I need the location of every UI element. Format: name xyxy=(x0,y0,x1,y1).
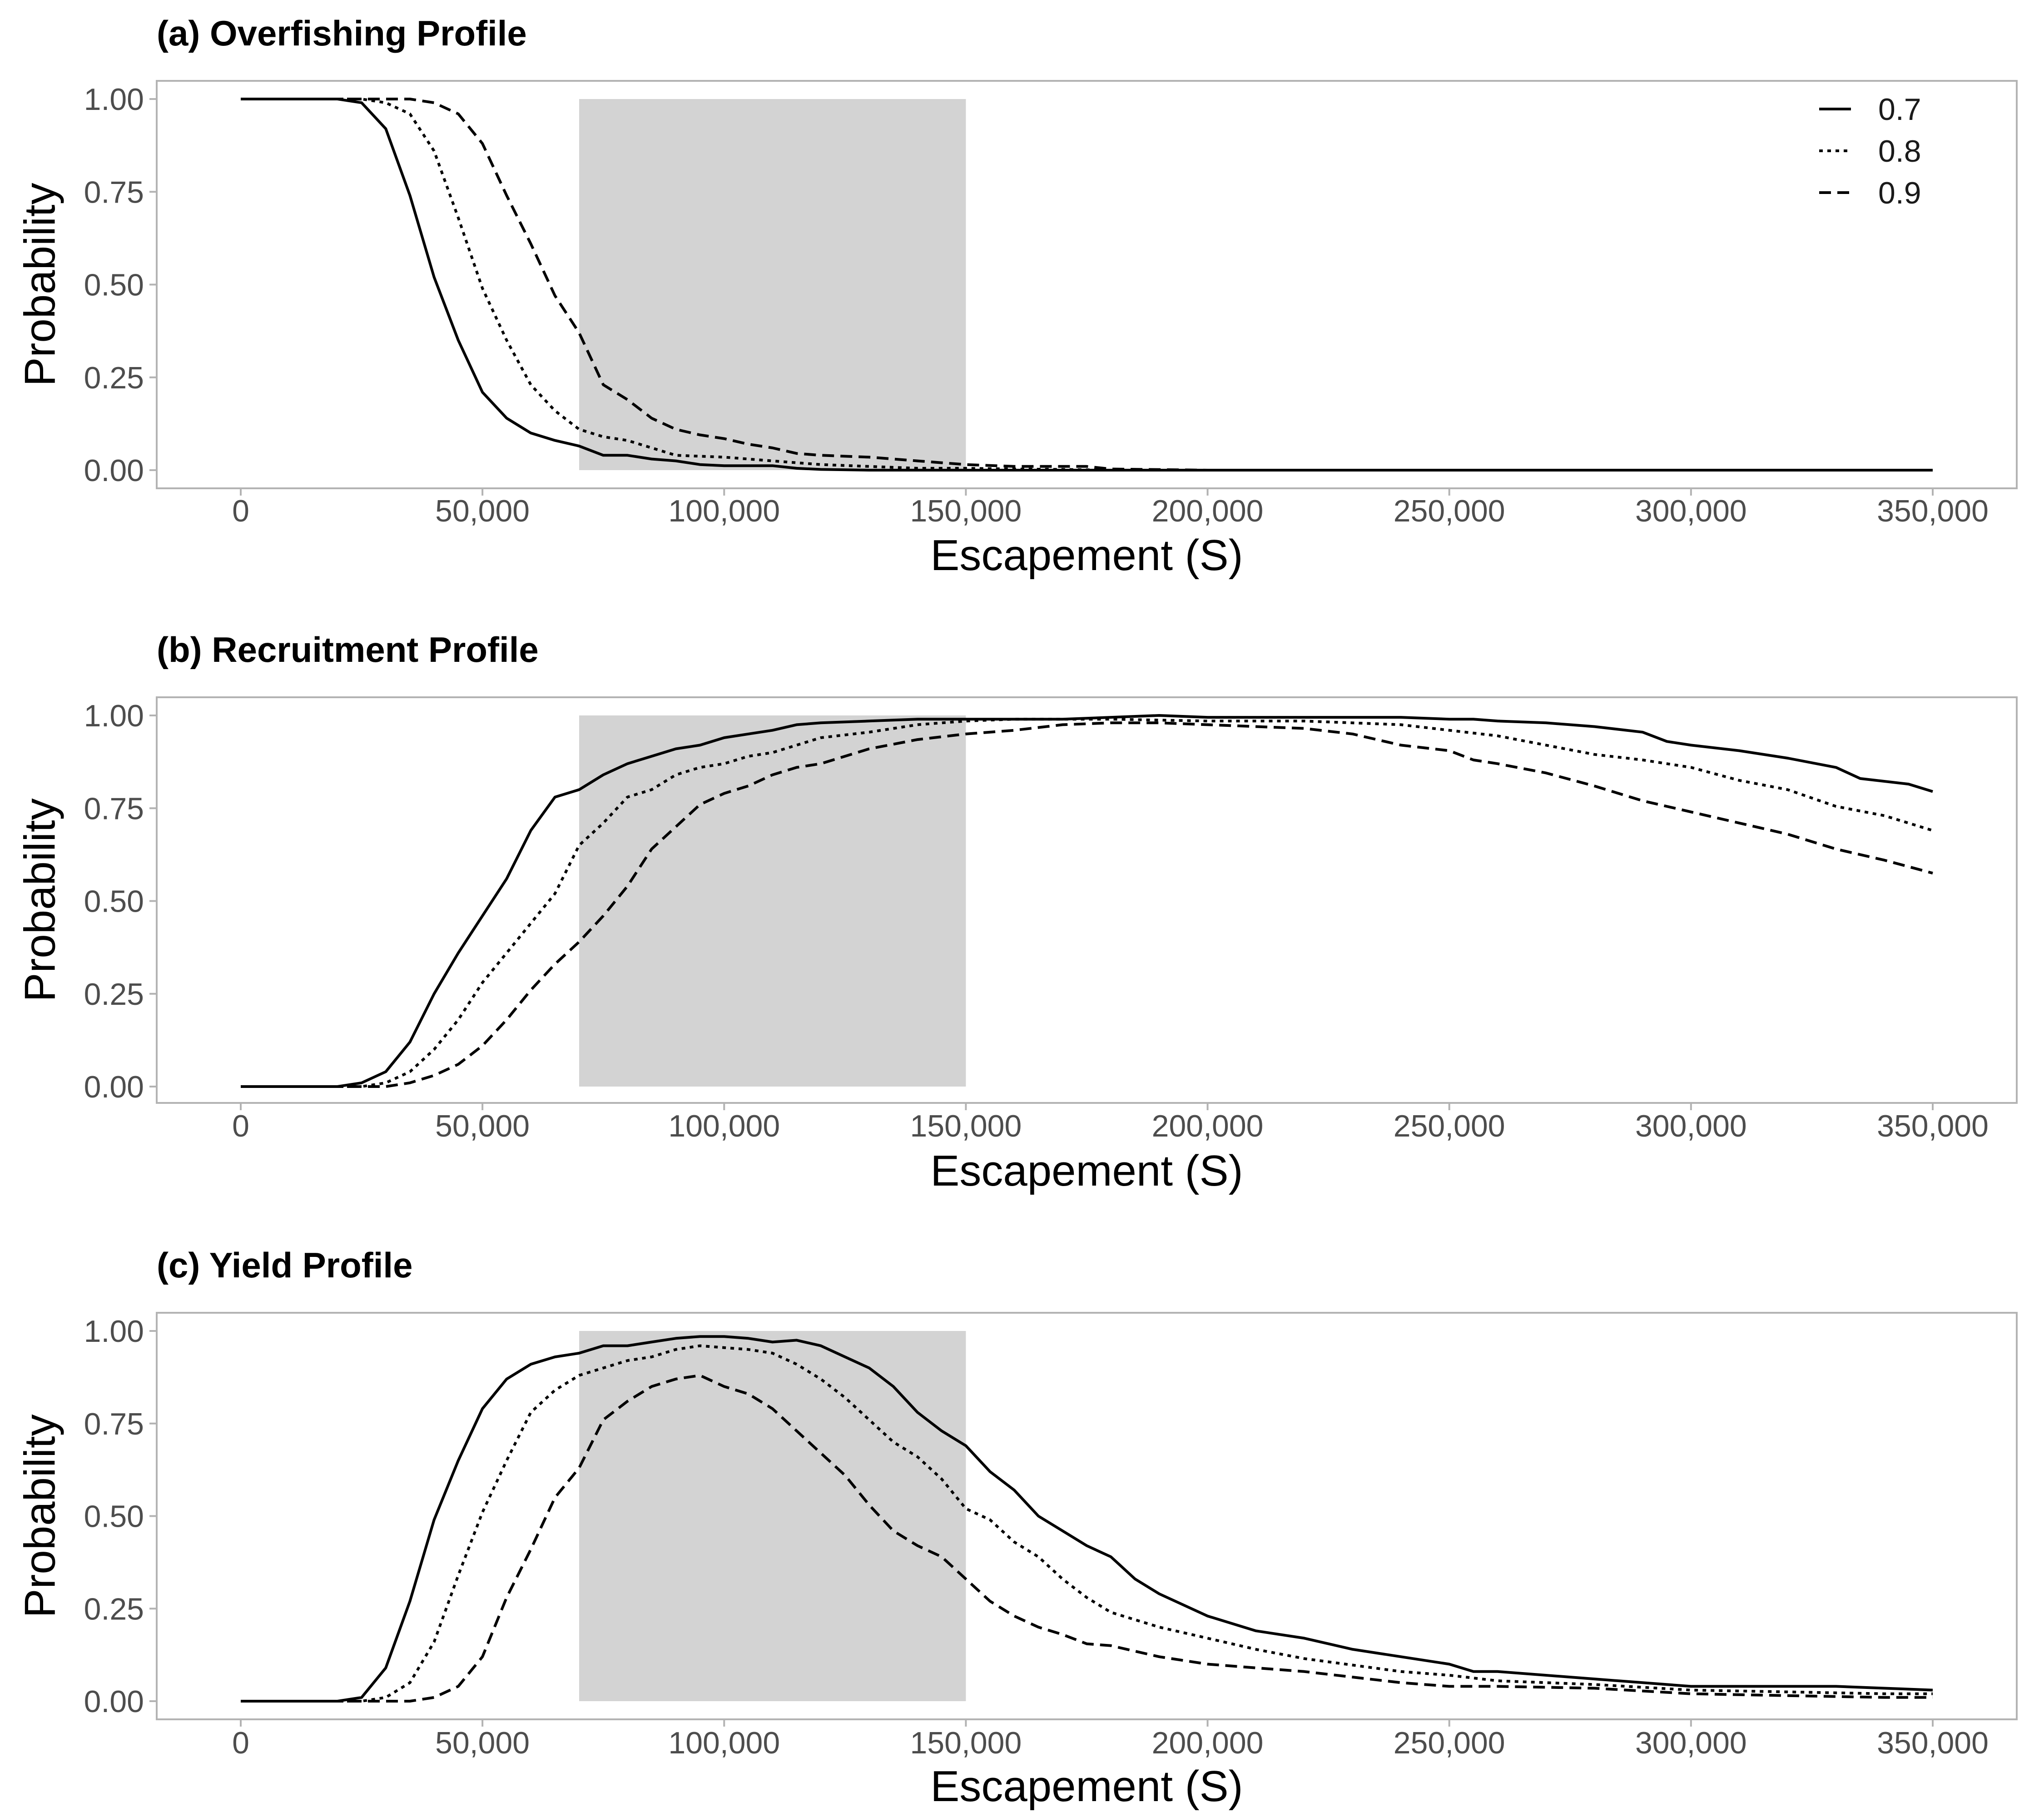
x-tick-label: 0 xyxy=(232,494,249,528)
x-tick-label: 300,000 xyxy=(1635,1726,1747,1760)
y-tick-label: 0.00 xyxy=(84,453,144,488)
legend-label: 0.7 xyxy=(1878,92,1921,127)
x-tick-label: 150,000 xyxy=(910,1726,1022,1760)
x-tick-label: 200,000 xyxy=(1152,494,1264,528)
x-tick-label: 250,000 xyxy=(1394,1726,1505,1760)
y-tick-label: 1.00 xyxy=(84,699,144,733)
x-tick-label: 100,000 xyxy=(668,1109,780,1143)
y-tick-label: 1.00 xyxy=(84,1314,144,1349)
x-tick-label: 350,000 xyxy=(1877,1109,1989,1143)
series-line-0-8 xyxy=(241,718,1933,1088)
y-tick-label: 0.00 xyxy=(84,1070,144,1104)
chart-panel-3: (c) Yield Profile 0.00 0.25 0.50 0.75 1.00 0 50… xyxy=(15,1245,2018,1811)
x-tick-label: 350,000 xyxy=(1877,494,1989,528)
panel-title: (b) Recruitment Profile xyxy=(157,630,539,670)
y-axis-title: Probability xyxy=(15,798,64,1002)
x-tick-label: 150,000 xyxy=(910,494,1022,528)
chart-panel-1: (a) Overfishing Profile 0.00 0.25 0.50 0.75 1… xyxy=(15,13,2018,580)
panel-title: (c) Yield Profile xyxy=(157,1245,412,1285)
x-tick-label: 0 xyxy=(232,1726,249,1760)
y-tick-label: 0.75 xyxy=(84,1407,144,1441)
y-axis-title: Probability xyxy=(15,183,64,386)
y-tick-label: 0.50 xyxy=(84,268,144,303)
shaded-region xyxy=(579,1331,966,1701)
x-tick-label: 150,000 xyxy=(910,1109,1022,1143)
series-line-0-8 xyxy=(241,1344,1933,1703)
y-tick-label: 0.25 xyxy=(84,977,144,1012)
x-tick-label: 300,000 xyxy=(1635,494,1747,528)
series-line-0-9 xyxy=(241,98,1933,472)
panel-title: (a) Overfishing Profile xyxy=(157,13,527,53)
x-tick-label: 50,000 xyxy=(435,494,530,528)
x-tick-label: 100,000 xyxy=(668,1726,780,1760)
x-tick-label: 50,000 xyxy=(435,1726,530,1760)
shaded-region xyxy=(579,99,966,470)
chart-panel-2: (b) Recruitment Profile 0.00 0.25 0.50 0.75 1… xyxy=(15,630,2018,1195)
x-axis-title: Escapement (S) xyxy=(930,531,1243,580)
series-line-0-7 xyxy=(241,714,1933,1088)
y-tick-label: 0.75 xyxy=(84,791,144,826)
shaded-region xyxy=(579,715,966,1087)
x-tick-label: 350,000 xyxy=(1877,1726,1989,1760)
y-tick-label: 0.50 xyxy=(84,884,144,919)
legend-label: 0.8 xyxy=(1878,134,1921,169)
series-line-0-9 xyxy=(241,1374,1933,1703)
x-tick-label: 100,000 xyxy=(668,494,780,528)
y-tick-label: 0.75 xyxy=(84,175,144,209)
panel-border xyxy=(156,696,2018,1104)
x-tick-label: 250,000 xyxy=(1394,1109,1505,1143)
series-line-0-9 xyxy=(241,721,1933,1088)
series-line-0-7 xyxy=(241,1335,1933,1703)
y-tick-label: 0.25 xyxy=(84,361,144,395)
legend-label: 0.9 xyxy=(1878,176,1921,210)
x-tick-label: 0 xyxy=(232,1109,249,1143)
x-tick-label: 250,000 xyxy=(1394,494,1505,528)
x-axis-title: Escapement (S) xyxy=(930,1762,1243,1811)
y-tick-label: 1.00 xyxy=(84,82,144,117)
y-tick-label: 0.50 xyxy=(84,1499,144,1534)
x-tick-label: 300,000 xyxy=(1635,1109,1747,1143)
x-axis-title: Escapement (S) xyxy=(930,1147,1243,1195)
y-tick-label: 0.00 xyxy=(84,1684,144,1719)
y-tick-label: 0.25 xyxy=(84,1592,144,1626)
x-tick-label: 200,000 xyxy=(1152,1726,1264,1760)
legend: 0.7 0.8 0.9 xyxy=(1819,92,1921,210)
series-line-0-8 xyxy=(241,98,1933,472)
y-axis-title: Probability xyxy=(15,1414,64,1618)
x-tick-label: 200,000 xyxy=(1152,1109,1264,1143)
series-line-0-7 xyxy=(241,98,1933,472)
x-tick-label: 50,000 xyxy=(435,1109,530,1143)
